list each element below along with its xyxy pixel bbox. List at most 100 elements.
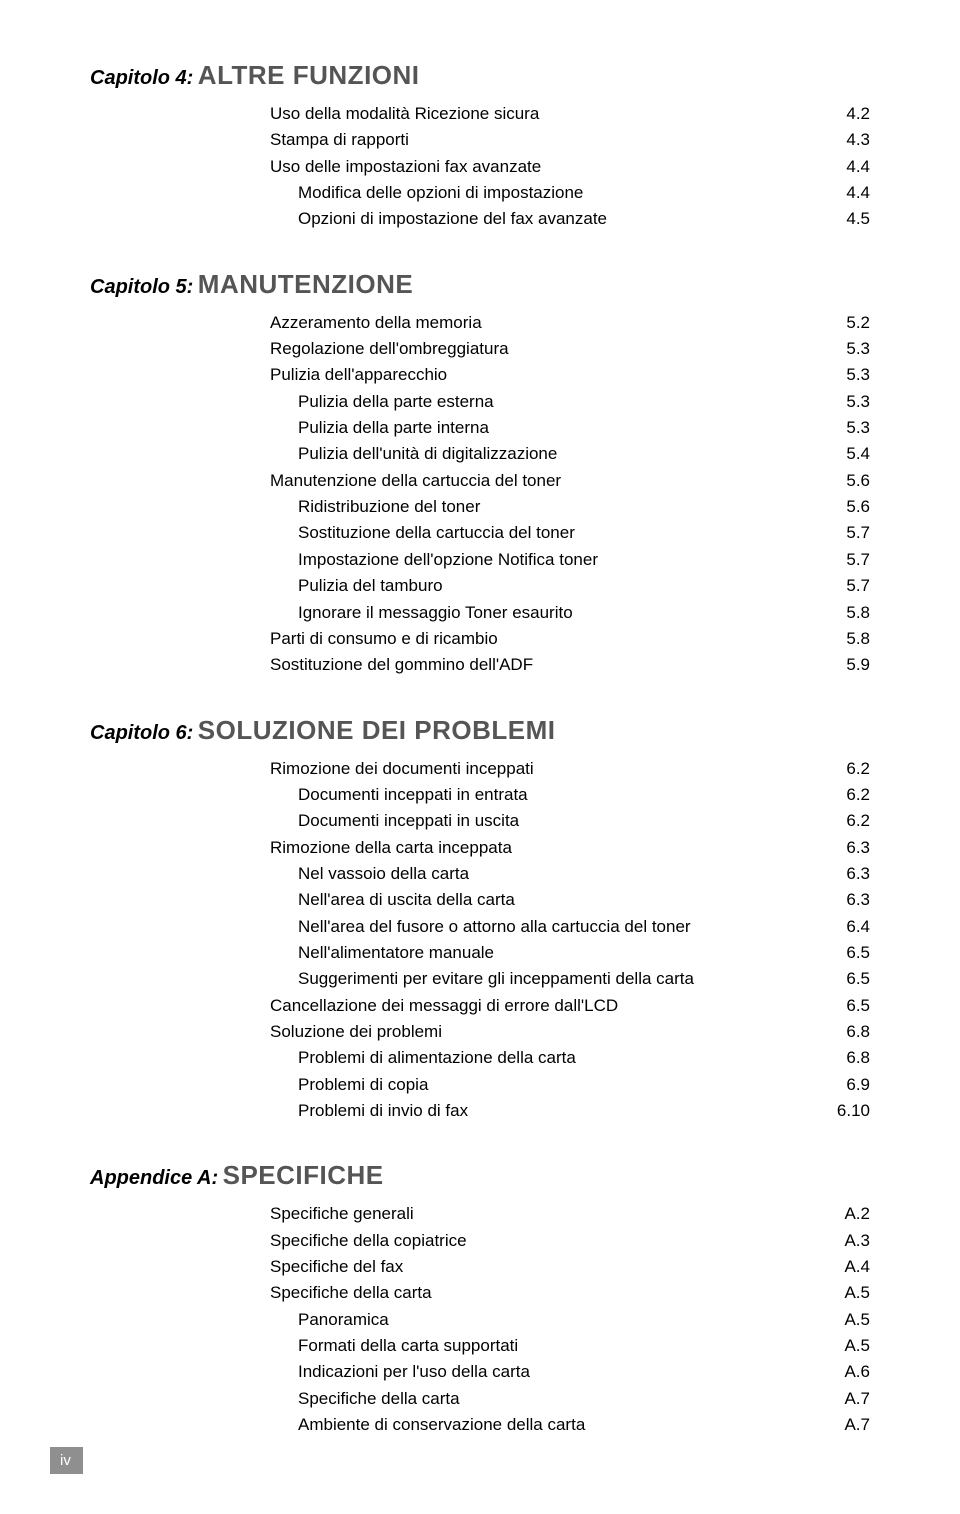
toc-row[interactable]: Regolazione dell'ombreggiatura 5.3 (270, 336, 870, 362)
toc-row[interactable]: Documenti inceppati in uscita6.2 (270, 808, 870, 834)
toc-entry-label: Nell'area del fusore o attorno alla cart… (298, 914, 691, 940)
toc-entry-label: Modifica delle opzioni di impostazione (298, 180, 583, 206)
toc-row[interactable]: Documenti inceppati in entrata 6.2 (270, 782, 870, 808)
toc-row[interactable]: Manutenzione della cartuccia del toner5.… (270, 468, 870, 494)
toc-row[interactable]: Indicazioni per l'uso della carta A.6 (270, 1359, 870, 1385)
toc-entry-label: Problemi di invio di fax (298, 1098, 468, 1124)
toc-row[interactable]: Ridistribuzione del toner5.6 (270, 494, 870, 520)
toc-row[interactable]: Formati della carta supportatiA.5 (270, 1333, 870, 1359)
toc-entry-label: Documenti inceppati in entrata (298, 782, 528, 808)
toc-row[interactable]: Sostituzione del gommino dell'ADF 5.9 (270, 652, 870, 678)
toc-row[interactable]: Stampa di rapporti4.3 (270, 127, 870, 153)
toc-row[interactable]: Problemi di copia6.9 (270, 1072, 870, 1098)
toc-row[interactable]: Rimozione dei documenti inceppati6.2 (270, 756, 870, 782)
toc-entry-label: Azzeramento della memoria (270, 310, 482, 336)
toc-row[interactable]: Specifiche del faxA.4 (270, 1254, 870, 1280)
toc-entry-label: Ambiente di conservazione della carta (298, 1412, 585, 1438)
toc-entry-label: Specifiche della carta (270, 1280, 432, 1306)
chapter-section: Capitolo 6: SOLUZIONE DEI PROBLEMI Rimozi… (90, 715, 870, 1125)
toc-entry-label: Sostituzione del gommino dell'ADF (270, 652, 533, 678)
toc-entry-page: 5.3 (822, 336, 870, 362)
toc-row[interactable]: Suggerimenti per evitare gli inceppament… (270, 966, 870, 992)
toc-row[interactable]: Pulizia del tamburo5.7 (270, 573, 870, 599)
toc-list: Specifiche generaliA.2Specifiche della c… (270, 1201, 870, 1438)
toc-row[interactable]: Soluzione dei problemi 6.8 (270, 1019, 870, 1045)
chapter-section: Capitolo 4: ALTRE FUNZIONI Uso della moda… (90, 60, 870, 233)
toc-entry-page: 5.9 (822, 652, 870, 678)
toc-entry-label: Regolazione dell'ombreggiatura (270, 336, 509, 362)
toc-row[interactable]: Uso della modalità Ricezione sicura4.2 (270, 101, 870, 127)
toc-entry-page: 6.8 (822, 1019, 870, 1045)
toc-row[interactable]: PanoramicaA.5 (270, 1307, 870, 1333)
toc-entry-label: Soluzione dei problemi (270, 1019, 442, 1045)
toc-row[interactable]: Impostazione dell'opzione Notifica toner… (270, 547, 870, 573)
toc-row[interactable]: Pulizia dell'apparecchio5.3 (270, 362, 870, 388)
toc-row[interactable]: Nell'area di uscita della carta6.3 (270, 887, 870, 913)
chapter-section: Capitolo 5: MANUTENZIONE Azzeramento dell… (90, 269, 870, 679)
toc-row[interactable]: Nell'alimentatore manuale6.5 (270, 940, 870, 966)
toc-row[interactable]: Nell'area del fusore o attorno alla cart… (270, 914, 870, 940)
chapter-heading: Capitolo 6: SOLUZIONE DEI PROBLEMI (90, 715, 870, 746)
toc-row[interactable]: Ambiente di conservazione della cartaA.7 (270, 1412, 870, 1438)
toc-entry-label: Pulizia del tamburo (298, 573, 443, 599)
toc-entry-page: A.4 (822, 1254, 870, 1280)
toc-entry-page: 5.7 (822, 547, 870, 573)
toc-entry-page: 6.5 (822, 940, 870, 966)
chapter-title: ALTRE FUNZIONI (198, 60, 420, 90)
chapter-heading: Appendice A: SPECIFICHE (90, 1160, 870, 1191)
toc-row[interactable]: Specifiche della copiatriceA.3 (270, 1228, 870, 1254)
toc-row[interactable]: Azzeramento della memoria 5.2 (270, 310, 870, 336)
toc-entry-page: 6.3 (822, 835, 870, 861)
toc-entry-page: 6.2 (822, 782, 870, 808)
toc-entry-label: Documenti inceppati in uscita (298, 808, 519, 834)
toc-entry-page: 5.2 (822, 310, 870, 336)
toc-row[interactable]: Cancellazione dei messaggi di errore dal… (270, 993, 870, 1019)
chapter-title: SOLUZIONE DEI PROBLEMI (198, 715, 556, 745)
toc-list: Azzeramento della memoria5.2Regolazione … (270, 310, 870, 679)
toc-entry-page: 4.3 (822, 127, 870, 153)
toc-row[interactable]: Pulizia dell'unità di digitalizzazione5.… (270, 441, 870, 467)
page-number: iv (60, 1452, 71, 1469)
toc-entry-page: 5.7 (822, 520, 870, 546)
toc-row[interactable]: Specifiche della cartaA.7 (270, 1386, 870, 1412)
toc-entry-page: 4.4 (822, 180, 870, 206)
toc-row[interactable]: Rimozione della carta inceppata6.3 (270, 835, 870, 861)
toc-row[interactable]: Problemi di alimentazione della carta6.8 (270, 1045, 870, 1071)
toc-list: Rimozione dei documenti inceppati6.2Docu… (270, 756, 870, 1125)
toc-entry-page: 6.3 (822, 887, 870, 913)
toc-entry-page: 5.8 (822, 626, 870, 652)
toc-entry-label: Parti di consumo e di ricambio (270, 626, 498, 652)
toc-row[interactable]: Opzioni di impostazione del fax avanzate… (270, 206, 870, 232)
toc-entry-label: Pulizia della parte esterna (298, 389, 494, 415)
toc-row[interactable]: Uso delle impostazioni fax avanzate4.4 (270, 154, 870, 180)
toc-row[interactable]: Problemi di invio di fax 6.10 (270, 1098, 870, 1124)
toc-row[interactable]: Pulizia della parte interna5.3 (270, 415, 870, 441)
chapter-title: MANUTENZIONE (198, 269, 413, 299)
toc-row[interactable]: Parti di consumo e di ricambio 5.8 (270, 626, 870, 652)
toc-row[interactable]: Pulizia della parte esterna5.3 (270, 389, 870, 415)
toc-entry-page: 6.3 (822, 861, 870, 887)
toc-entry-label: Specifiche generali (270, 1201, 414, 1227)
toc-entry-label: Suggerimenti per evitare gli inceppament… (298, 966, 694, 992)
chapter-heading: Capitolo 5: MANUTENZIONE (90, 269, 870, 300)
toc-entry-page: 4.5 (822, 206, 870, 232)
toc-entry-page: 6.2 (822, 756, 870, 782)
chapter-heading: Capitolo 4: ALTRE FUNZIONI (90, 60, 870, 91)
toc-row[interactable]: Nel vassoio della carta6.3 (270, 861, 870, 887)
toc-entry-page: 6.10 (822, 1098, 870, 1124)
toc-entry-label: Indicazioni per l'uso della carta (298, 1359, 530, 1385)
toc-entry-label: Impostazione dell'opzione Notifica toner (298, 547, 598, 573)
page-number-badge: iv (50, 1447, 83, 1474)
toc-entry-page: 6.5 (822, 993, 870, 1019)
toc-entry-page: A.5 (822, 1280, 870, 1306)
toc-entry-label: Pulizia dell'apparecchio (270, 362, 447, 388)
toc-row[interactable]: Modifica delle opzioni di impostazione 4.… (270, 180, 870, 206)
chapter-label: Capitolo 4: (90, 67, 193, 89)
toc-row[interactable]: Specifiche generaliA.2 (270, 1201, 870, 1227)
toc-entry-page: 5.6 (822, 494, 870, 520)
toc-entry-page: A.6 (822, 1359, 870, 1385)
toc-row[interactable]: Ignorare il messaggio Toner esaurito5.8 (270, 600, 870, 626)
toc-row[interactable]: Specifiche della carta A.5 (270, 1280, 870, 1306)
toc-row[interactable]: Sostituzione della cartuccia del toner5.… (270, 520, 870, 546)
toc-entry-label: Uso delle impostazioni fax avanzate (270, 154, 541, 180)
